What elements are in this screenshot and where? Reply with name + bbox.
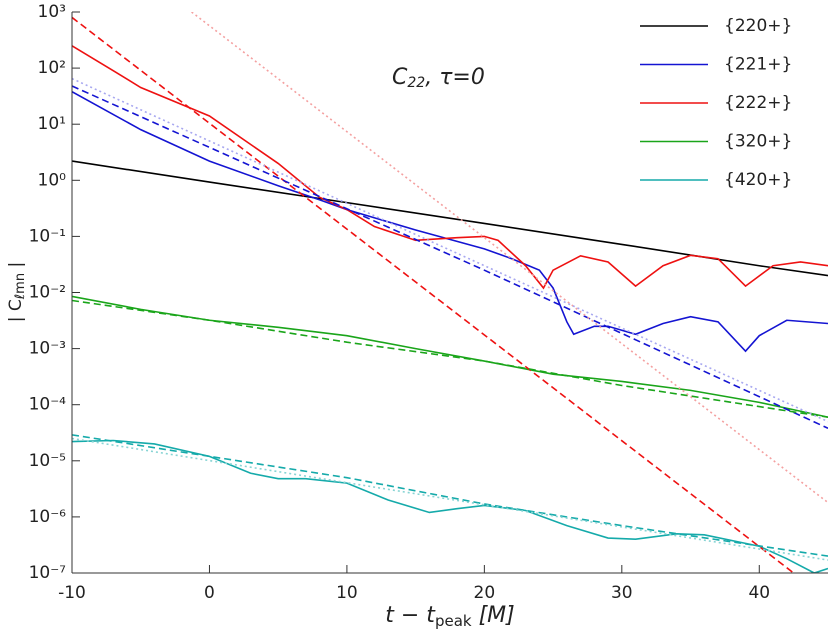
series-line: [72, 299, 828, 418]
annotation: C22, τ=0: [392, 65, 485, 91]
x-tick-label: 40: [748, 583, 770, 603]
y-tick-label: 10⁻²: [29, 283, 66, 303]
series-line: [72, 439, 828, 573]
y-tick-label: 10⁻¹: [29, 226, 66, 246]
y-label-end: |: [6, 262, 26, 273]
y-tick-label: 10⁰: [38, 170, 67, 190]
y-tick-label: 10⁻⁷: [29, 563, 67, 583]
legend-label: {221+}: [724, 55, 792, 75]
plot-area: [72, 12, 828, 573]
y-tick-label: 10³: [38, 2, 66, 22]
series-line: [72, 85, 828, 429]
x-tick-label: 0: [204, 583, 215, 603]
legend-label: {420+}: [724, 170, 792, 190]
y-tick-label: 10²: [38, 58, 66, 78]
y-tick-label: 10⁻⁶: [29, 507, 67, 527]
y-axis-label: | Cℓmn |: [6, 262, 28, 322]
y-tick-label: 10¹: [38, 114, 66, 134]
series-line: [72, 16, 795, 573]
x-label-sub: peak: [435, 612, 472, 630]
y-tick-label: 10⁻⁵: [29, 451, 66, 471]
series-line: [72, 45, 828, 290]
series-line: [72, 77, 828, 423]
series-line: [191, 12, 828, 504]
y-label-sub: ℓmn: [13, 273, 28, 300]
annotation-symbol: C: [392, 65, 408, 90]
series-line: [72, 160, 828, 277]
x-tick-label: 20: [474, 583, 496, 603]
series-line: [72, 90, 828, 353]
y-label-main: | C: [6, 299, 26, 322]
x-axis-label: t − tpeak [M]: [385, 603, 514, 630]
legend-label: {320+}: [724, 132, 792, 152]
y-tick-label: 10⁻⁴: [29, 395, 67, 415]
series-line: [72, 434, 828, 557]
x-tick-label: 10: [336, 583, 358, 603]
x-label-main: t − t: [385, 603, 436, 628]
annotation-subscript: 22: [407, 75, 425, 91]
legend-label: {220+}: [724, 16, 792, 36]
legend-label: {222+}: [724, 93, 792, 113]
x-label-unit: [M]: [472, 603, 515, 628]
annotation-rest: , τ=0: [425, 65, 485, 90]
x-tick-label: -10: [58, 583, 86, 603]
y-tick-label: 10⁻³: [29, 339, 66, 359]
series-line: [72, 437, 828, 561]
x-tick-label: 30: [611, 583, 633, 603]
